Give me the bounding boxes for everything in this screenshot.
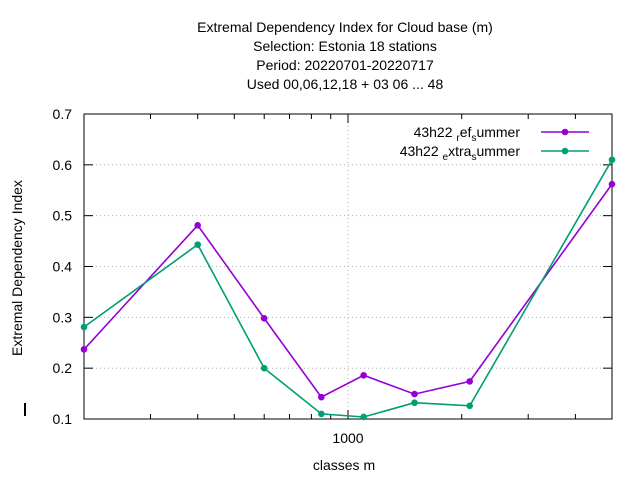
data-point	[608, 180, 616, 188]
data-point	[411, 390, 418, 398]
title-line-1: Extremal Dependency Index for Cloud base…	[197, 19, 493, 35]
y-tick-label: 0.1	[53, 411, 73, 427]
data-point	[80, 346, 88, 353]
series-line	[83, 183, 613, 399]
data-point	[360, 413, 367, 421]
y-tick-label: 0.6	[53, 157, 73, 173]
chart-title: Extremal Dependency Index for Cloud base…	[197, 19, 493, 92]
title-line-3: Period: 20220701-20220717	[256, 57, 434, 73]
data-point	[411, 399, 418, 407]
data-point	[194, 222, 201, 229]
data-point	[260, 315, 268, 322]
plot-frame	[83, 113, 613, 420]
y-tick-label: 0.3	[53, 309, 73, 325]
data-point	[360, 371, 367, 379]
y-tick-label: 0.4	[53, 259, 73, 275]
x-tick-labels: 1000	[332, 430, 363, 446]
title-line-2: Selection: Estonia 18 stations	[253, 38, 437, 54]
data-point	[608, 156, 616, 164]
y-axis-label: Extremal Dependency Index	[9, 180, 25, 356]
y-tick-label: 0.7	[53, 106, 73, 122]
legend-label: 43h22 extrasummer	[400, 143, 521, 163]
data-point	[466, 402, 474, 410]
series-line	[83, 159, 613, 418]
y-tick-label: 0.5	[53, 208, 73, 224]
legend-swatch-marker	[561, 128, 569, 136]
x-tick-label: 1000	[332, 430, 363, 446]
legend-label: 43h22 refsummer	[414, 124, 521, 144]
y-tick-labels: 0.1 0.2 0.3 0.4 0.5 0.6 0.7	[53, 106, 73, 427]
data-point	[80, 323, 88, 331]
series-layer	[80, 156, 616, 421]
data-point	[466, 378, 474, 385]
data-point	[318, 393, 325, 401]
data-point	[260, 364, 268, 372]
title-line-4: Used 00,06,12,18 + 03 06 ... 48	[247, 76, 444, 92]
data-point	[194, 241, 201, 248]
data-point	[318, 410, 325, 418]
legend-swatch-marker	[561, 147, 569, 155]
y-tick-label: 0.2	[53, 360, 73, 376]
x-axis-label: classes m	[313, 457, 375, 473]
grid	[84, 114, 612, 419]
